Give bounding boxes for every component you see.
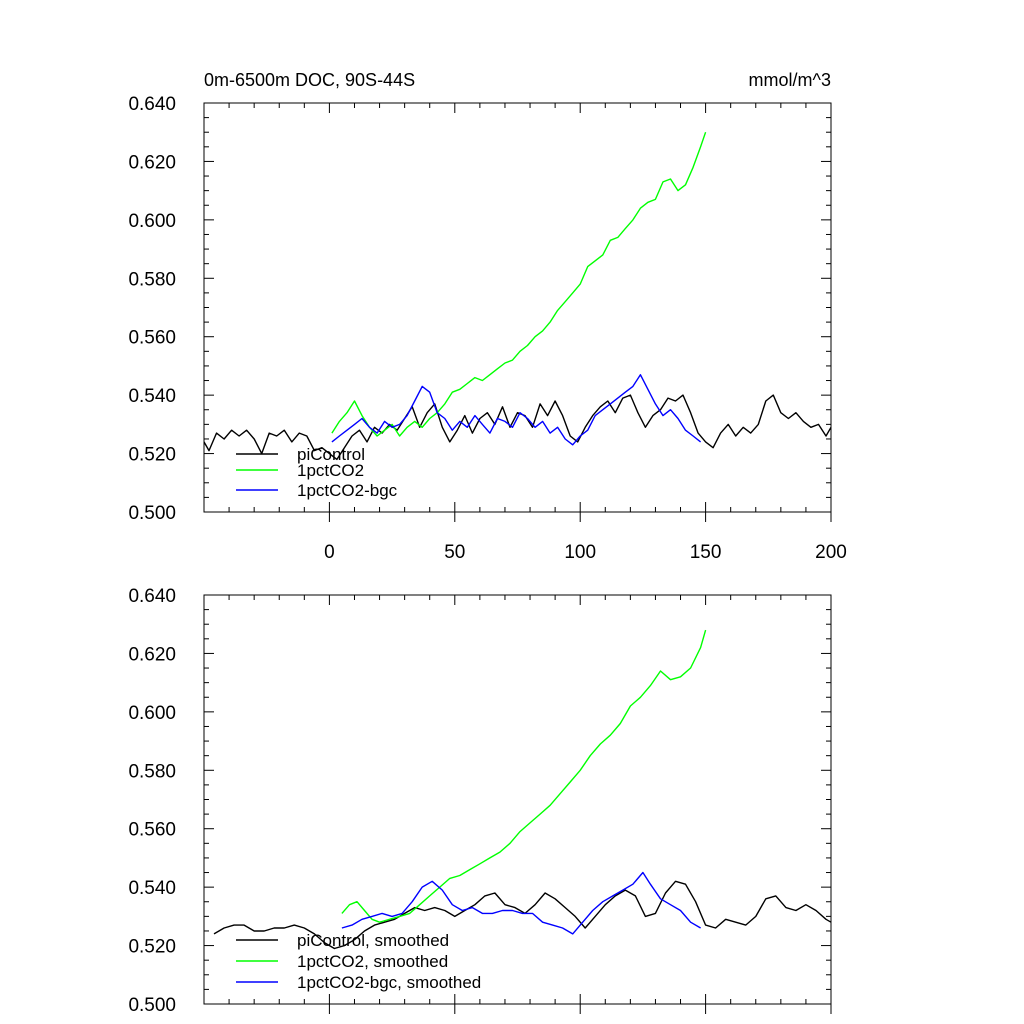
- y-tick-label: 0.640: [128, 94, 176, 115]
- y-tick-label: 0.640: [128, 586, 176, 607]
- y-tick-label: 0.540: [128, 878, 176, 899]
- legend-label: 1pctCO2-bgc, smoothed: [297, 973, 481, 992]
- series-line-1pctco2-bgc: [331, 374, 702, 446]
- x-tick-label: 100: [564, 542, 596, 563]
- bottom-panel: 0.500 0.520 0.540 0.560 0.580 0.600 0.620 0.640…: [128, 586, 832, 1016]
- units-label: mmol/m^3: [749, 70, 831, 90]
- x-tick-label: 50: [444, 542, 465, 563]
- y-tick-label: 0.580: [128, 761, 176, 782]
- y-tick-label: 0.500: [128, 995, 176, 1016]
- y-tick-label: 0.600: [128, 211, 176, 232]
- legend-label: 1pctCO2, smoothed: [297, 952, 448, 971]
- legend-label: piControl: [297, 445, 365, 464]
- top-panel: 0m-6500m DOC, 90S-44S mmol/m^3 0.500 0.52…: [128, 70, 846, 563]
- series-line-1pctco2-smoothed: [341, 629, 707, 923]
- series-line-1pctco2-bgc-smoothed: [341, 871, 701, 935]
- y-tick-label: 0.560: [128, 820, 176, 841]
- y-tick-label: 0.520: [128, 445, 176, 466]
- y-tick-label: 0.620: [128, 152, 176, 173]
- y-tick-label: 0.500: [128, 503, 176, 524]
- legend-label: 1pctCO2-bgc: [297, 481, 398, 500]
- y-tick-label: 0.620: [128, 644, 176, 665]
- y-tick-label: 0.580: [128, 269, 176, 290]
- legend-label: 1pctCO2: [297, 461, 364, 480]
- y-tick-label: 0.560: [128, 328, 176, 349]
- x-tick-label: 150: [690, 542, 722, 563]
- x-tick-label: 200: [815, 542, 847, 563]
- y-tick-label: 0.540: [128, 386, 176, 407]
- legend-label: piControl, smoothed: [297, 931, 449, 950]
- panel-title: 0m-6500m DOC, 90S-44S: [204, 70, 415, 90]
- series-line-picontrol: [203, 394, 832, 461]
- x-tick-label: 0: [324, 542, 335, 563]
- series-line-1pctco2: [331, 131, 707, 437]
- y-tick-label: 0.600: [128, 703, 176, 724]
- y-tick-label: 0.520: [128, 937, 176, 958]
